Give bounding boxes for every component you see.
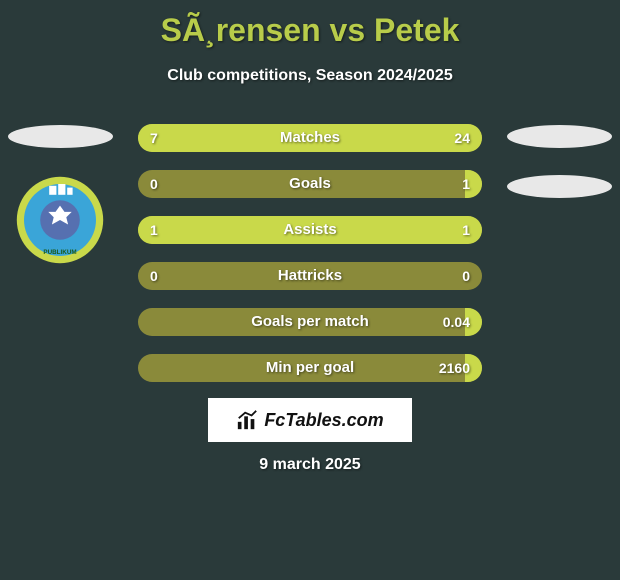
stat-label: Min per goal (138, 354, 482, 382)
date-label: 9 march 2025 (0, 456, 620, 474)
stat-val-right: 0 (462, 262, 470, 290)
subtitle: Club competitions, Season 2024/2025 (0, 67, 620, 85)
stat-row-assists: 1 Assists 1 (138, 216, 482, 244)
stat-val-right: 1 (462, 216, 470, 244)
stat-val-right: 0.04 (443, 308, 470, 336)
stat-label: Goals per match (138, 308, 482, 336)
club-logo: PUBLIKUM (15, 175, 105, 265)
stats-bars: 7 Matches 24 0 Goals 1 1 Assists 1 0 Hat… (138, 124, 482, 400)
svg-text:PUBLIKUM: PUBLIKUM (43, 249, 76, 256)
stat-val-right: 1 (462, 170, 470, 198)
fctables-badge: FcTables.com (208, 398, 412, 442)
stat-label: Matches (138, 124, 482, 152)
stat-val-right: 2160 (439, 354, 470, 382)
stat-label: Goals (138, 170, 482, 198)
stat-label: Hattricks (138, 262, 482, 290)
stat-label: Assists (138, 216, 482, 244)
stat-row-min-per-goal: Min per goal 2160 (138, 354, 482, 382)
stats-icon (236, 409, 258, 431)
stat-row-goals: 0 Goals 1 (138, 170, 482, 198)
stat-val-right: 24 (454, 124, 470, 152)
stat-row-hattricks: 0 Hattricks 0 (138, 262, 482, 290)
placeholder-oval-left (8, 125, 113, 148)
fctables-label: FcTables.com (264, 410, 383, 431)
placeholder-oval-right-2 (507, 175, 612, 198)
stat-row-goals-per-match: Goals per match 0.04 (138, 308, 482, 336)
placeholder-oval-right-1 (507, 125, 612, 148)
page-title: SÃ¸rensen vs Petek (0, 0, 620, 49)
stat-row-matches: 7 Matches 24 (138, 124, 482, 152)
